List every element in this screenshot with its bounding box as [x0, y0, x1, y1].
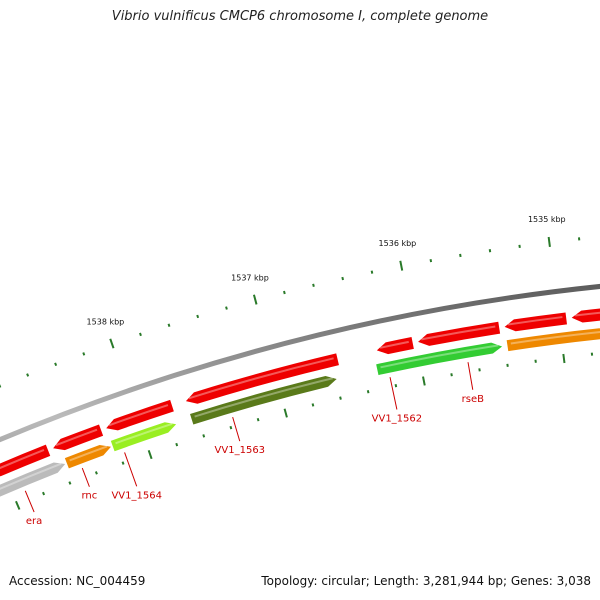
ruler-tick: [429, 258, 433, 263]
forward-gene-arc: [376, 337, 414, 355]
ruler-label: 1535 kbp: [528, 215, 566, 224]
forward-gene-arc-highlight: [0, 449, 45, 470]
inner-ruler-tick: [562, 353, 566, 364]
ruler-tick: [167, 323, 171, 327]
inner-ruler-tick: [229, 425, 233, 430]
gene-leader-line: [124, 452, 138, 487]
ruler-tick: [370, 270, 374, 274]
ruler-tick: [139, 332, 142, 337]
reverse-gene-arc: [190, 376, 337, 425]
ruler-label: 1537 kbp: [231, 273, 269, 282]
forward-gene-arc: [504, 312, 567, 332]
inner-ruler-tick: [147, 450, 153, 460]
inner-ruler-tick: [202, 434, 206, 438]
inner-ruler-tick: [256, 417, 260, 422]
ruler-tick: [82, 352, 86, 356]
forward-gene-arc-highlight: [108, 404, 169, 427]
inner-ruler-tick: [175, 442, 179, 447]
gene-label: VV1_1563: [215, 445, 266, 456]
gene-leader-line: [467, 362, 474, 390]
forward-gene-arc-highlight: [55, 428, 98, 447]
accession-label: Accession: NC_004459: [9, 574, 146, 588]
forward-gene-arc: [106, 399, 174, 431]
forward-gene-arc-highlight: [379, 340, 409, 349]
gene-leader-line: [24, 490, 35, 513]
forward-gene-arc: [571, 308, 600, 323]
gene-label: VV1_1564: [111, 490, 162, 501]
gene-leader-line: [232, 417, 241, 442]
inner-ruler-tick: [15, 500, 21, 510]
inner-ruler-tick: [42, 491, 46, 496]
inner-ruler-tick: [450, 373, 453, 377]
inner-ruler-tick: [94, 471, 98, 475]
forward-gene-arc-highlight: [188, 357, 334, 400]
ruler-tick: [54, 362, 58, 367]
gene-label: era: [26, 516, 42, 527]
ruler-tick: [399, 260, 404, 271]
ruler-tick: [225, 306, 228, 310]
reverse-gene-arc: [506, 328, 600, 352]
inner-ruler-tick: [394, 383, 398, 388]
reverse-gene-arc: [0, 462, 66, 497]
forward-gene-arc: [0, 444, 51, 477]
forward-gene-arc: [418, 321, 501, 346]
forward-gene-arc-highlight: [575, 311, 600, 317]
inner-ruler-tick: [68, 481, 72, 485]
reverse-gene-arc: [110, 422, 177, 452]
reverse-gene-arc-highlight: [380, 344, 499, 369]
ruler-label: 1536 kbp: [379, 239, 417, 248]
reverse-gene-arc-highlight: [510, 331, 600, 345]
gene-leader-line: [389, 377, 398, 410]
ruler-tick: [283, 290, 286, 295]
genome-backbone: [0, 284, 600, 443]
topology-label: Topology: circular; Length: 3,281,944 bp…: [261, 574, 591, 588]
inner-ruler-tick: [311, 403, 315, 407]
reverse-gene-arc: [64, 445, 111, 469]
reverse-gene-arc-highlight: [194, 377, 333, 418]
inner-ruler-tick: [339, 396, 342, 400]
ruler-label: 1538 kbp: [87, 318, 125, 327]
inner-ruler-tick: [366, 390, 370, 394]
ruler-tick: [312, 283, 315, 288]
gene-label: rseB: [462, 394, 484, 405]
gene-leader-line: [81, 467, 90, 487]
forward-gene-arc-highlight: [507, 316, 563, 326]
ruler-tick: [341, 276, 344, 281]
gene-label: VV1_1562: [372, 414, 423, 425]
inner-ruler-tick: [283, 408, 288, 418]
ruler-tick: [252, 294, 258, 305]
reverse-gene-arc: [376, 342, 503, 376]
forward-gene-arc: [53, 424, 104, 451]
forward-gene-arc: [185, 353, 339, 404]
ruler-tick: [109, 338, 115, 349]
inner-ruler-tick: [121, 461, 125, 465]
ruler-tick: [547, 236, 551, 247]
forward-gene-arc-highlight: [421, 325, 496, 341]
ruler-tick: [26, 373, 30, 377]
gene-label: rnc: [82, 491, 98, 502]
inner-ruler-tick: [422, 376, 426, 386]
reverse-gene-arc-highlight: [69, 445, 108, 462]
reverse-gene-arc-highlight: [115, 422, 173, 445]
reverse-gene-arc-highlight: [0, 462, 62, 490]
ruler-tick: [196, 314, 200, 319]
map-title: Vibrio vulnificus CMCP6 chromosome I, co…: [111, 9, 489, 24]
